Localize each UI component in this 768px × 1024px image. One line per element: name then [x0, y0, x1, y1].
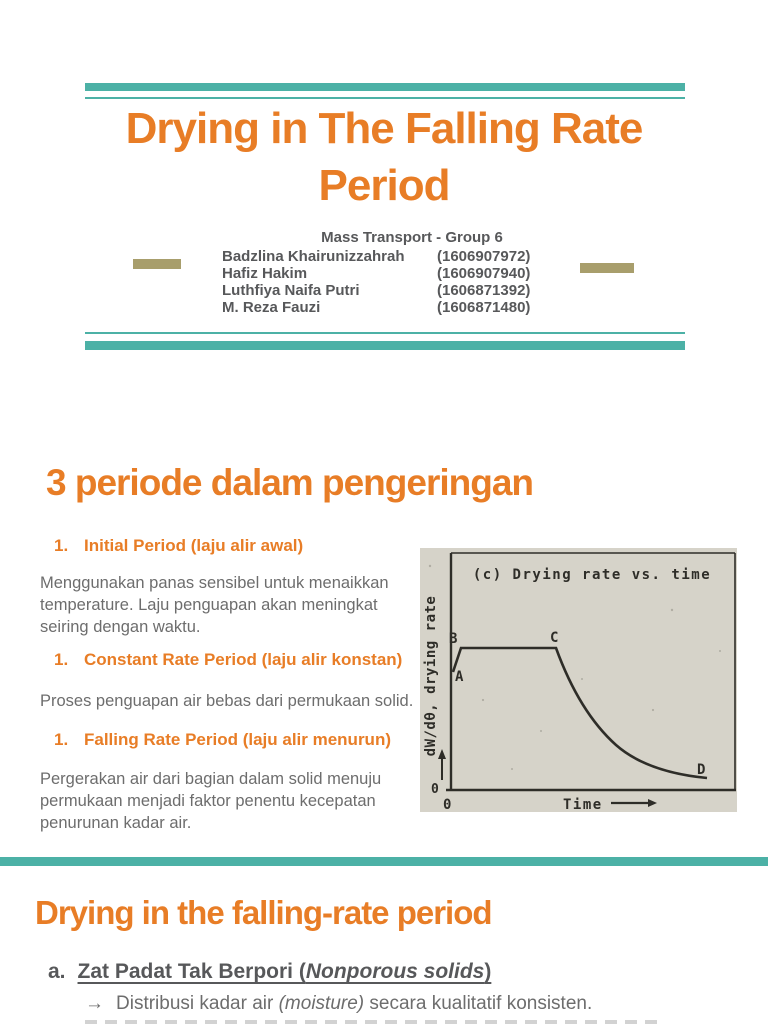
point-label-D: D — [697, 762, 705, 778]
slide1-bottom-thick-rule — [85, 341, 685, 350]
item-number: 1. — [54, 650, 69, 669]
drying-rate-vs-time-chart: (c) Drying rate vs. time dW/dθ, drying r… — [420, 548, 737, 812]
numbered-item-falling-rate: 1. Falling Rate Period (laju alir menuru… — [54, 730, 391, 750]
x-axis-label: Time — [563, 797, 603, 812]
item-description: Menggunakan panas sensibel untuk menaikk… — [40, 574, 389, 636]
author-id: (1606871480) — [437, 299, 531, 316]
item-title-open: Zat Padat Tak Berpori ( — [77, 960, 306, 983]
item-letter: a. — [48, 960, 66, 983]
authors-list: Badzlina Khairunizzahrah (1606907972) Ha… — [222, 248, 552, 316]
point-label-C: C — [550, 630, 558, 646]
item-title-close: ) — [484, 960, 492, 983]
author-row: Badzlina Khairunizzahrah (1606907972) — [222, 248, 552, 265]
y-origin-label: 0 — [431, 782, 439, 797]
slide1-bottom-thin-rule — [85, 332, 685, 334]
item-description: Pergerakan air dari bagian dalam solid m… — [40, 770, 382, 832]
point-label-A: A — [455, 669, 464, 685]
author-name: Badzlina Khairunizzahrah — [222, 248, 405, 265]
decorative-dash-right — [580, 263, 634, 273]
scan-noise — [428, 564, 721, 770]
item-title-italic: Nonporous solids — [305, 960, 485, 983]
decorative-dash-left — [133, 259, 181, 269]
x-origin-label: 0 — [443, 797, 451, 812]
point-label-B: B — [449, 631, 457, 647]
author-name: Hafiz Hakim — [222, 265, 308, 282]
slide3-heading: Drying in the falling-rate period — [35, 894, 493, 931]
x-axis-arrowhead — [648, 799, 657, 807]
chart-title: (c) Drying rate vs. time — [473, 567, 711, 583]
bullet-text: Distribusi kadar air (moisture) secara k… — [116, 993, 592, 1015]
author-row: Luthfiya Naifa Putri (1606871392) — [222, 282, 552, 299]
author-id: (1606907940) — [437, 265, 531, 282]
bullet-pre: Distribusi kadar air — [116, 993, 279, 1014]
slide3-top-rule — [0, 857, 768, 866]
author-row: M. Reza Fauzi (1606871480) — [222, 299, 552, 316]
y-axis-arrowhead — [438, 749, 446, 759]
clipped-next-line — [85, 1020, 660, 1024]
drying-rate-curve — [451, 646, 708, 780]
author-name: Luthfiya Naifa Putri — [222, 282, 360, 299]
numbered-item-initial-period: 1. Initial Period (laju alir awal) — [54, 536, 303, 556]
item-description: Proses penguapan air bebas dari permukaa… — [40, 692, 414, 710]
item-label: Falling Rate Period (laju alir menurun) — [84, 730, 391, 749]
slide2-heading: 3 periode dalam pengeringan — [46, 462, 534, 503]
author-name: M. Reza Fauzi — [222, 299, 321, 316]
y-axis-label: dW/dθ, drying rate — [423, 596, 439, 757]
item-label: Constant Rate Period (laju alir konstan) — [84, 650, 403, 669]
presentation-title: Drying in The Falling Rate Period — [125, 104, 644, 210]
author-row: Hafiz Hakim (1606907940) — [222, 265, 552, 282]
arrow-bullet-item: → Distribusi kadar air (moisture) secara… — [85, 993, 592, 1015]
author-id: (1606907972) — [437, 248, 531, 265]
bullet-italic: (moisture) — [278, 993, 365, 1014]
item-number: 1. — [54, 536, 69, 555]
numbered-item-constant-rate: 1. Constant Rate Period (laju alir konst… — [54, 650, 402, 670]
item-number: 1. — [54, 730, 69, 749]
slide1-top-thin-rule — [85, 97, 685, 99]
slide1-top-thick-rule — [85, 83, 685, 91]
arrow-bullet-icon: → — [85, 993, 104, 1014]
lettered-item-nonporous-solids: a. Zat Padat Tak Berpori (Nonporous soli… — [48, 960, 491, 984]
bullet-post: secara kualitatif konsisten. — [364, 993, 593, 1014]
subtitle-group-label: Mass Transport - Group 6 — [321, 229, 503, 246]
author-id: (1606871392) — [437, 282, 531, 299]
item-label: Initial Period (laju alir awal) — [84, 536, 304, 555]
chart-figure: (c) Drying rate vs. time dW/dθ, drying r… — [423, 552, 736, 812]
item-title: Zat Padat Tak Berpori (Nonporous solids) — [78, 960, 492, 984]
